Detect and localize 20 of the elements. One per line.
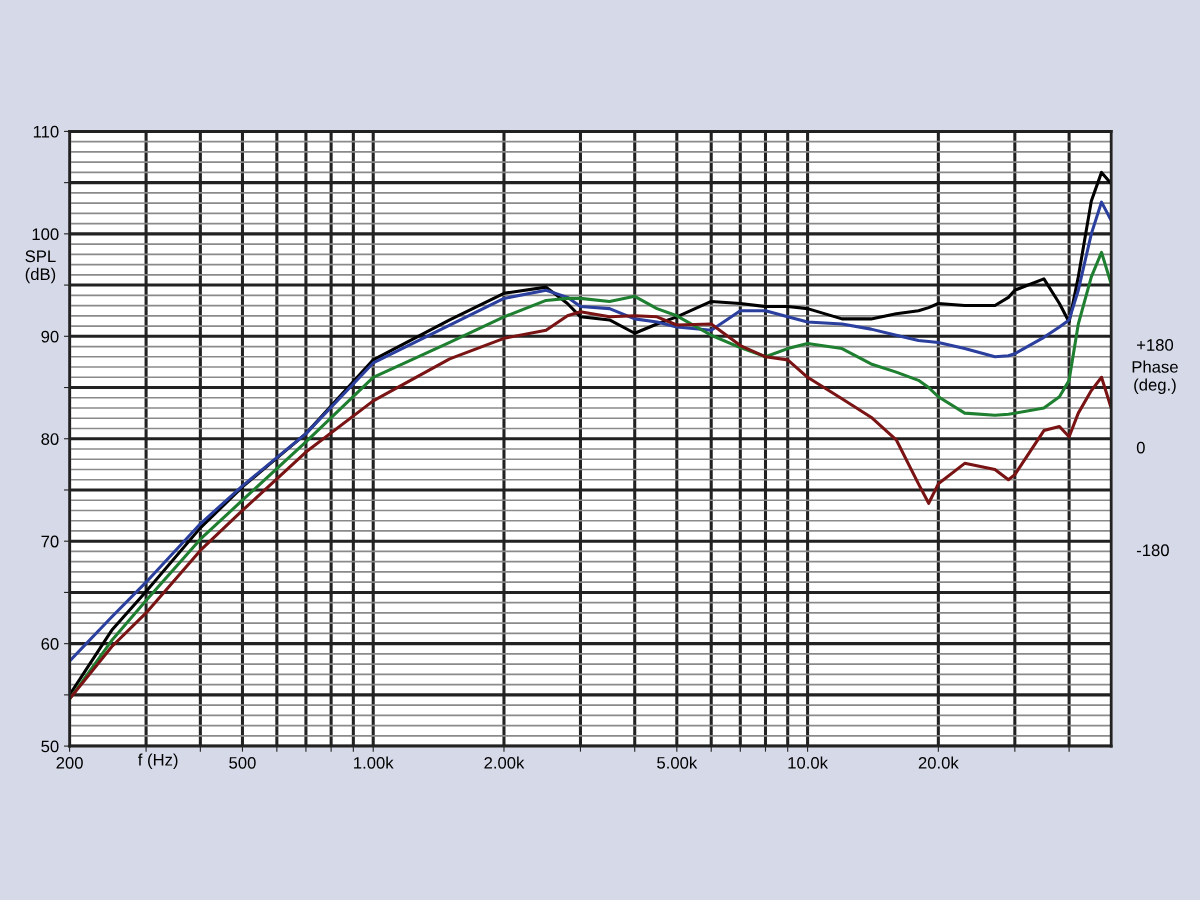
y2-tick-label: 0 — [1136, 441, 1145, 454]
x-tick-label: 5.00k — [657, 756, 698, 769]
y-tick-label: 70 — [41, 535, 59, 548]
x-tick-label: 200 — [56, 756, 83, 769]
y-tick-label: 90 — [41, 330, 59, 343]
x-tick-label: 10.0k — [788, 756, 828, 769]
y2-tick-label: -180 — [1136, 544, 1169, 557]
x-tick-label: 500 — [229, 756, 256, 769]
x-tick-label: 20.0k — [918, 756, 959, 769]
y-tick-label: 60 — [41, 638, 59, 650]
y2-axis-title: Phase (deg.) — [1132, 360, 1178, 395]
y-tick-label: 110 — [33, 125, 59, 138]
x-tick-label: 1.00k — [354, 756, 394, 769]
y2-tick-label: +180 — [1137, 339, 1174, 351]
y-tick-label: 80 — [41, 433, 59, 445]
y-tick-label: 50 — [41, 740, 59, 753]
x-axis-title: f (Hz) — [138, 753, 178, 770]
y-tick-label: 100 — [32, 228, 59, 241]
x-tick-label: 2.00k — [484, 756, 525, 769]
y-axis-title: SPL (dB) — [25, 250, 56, 284]
